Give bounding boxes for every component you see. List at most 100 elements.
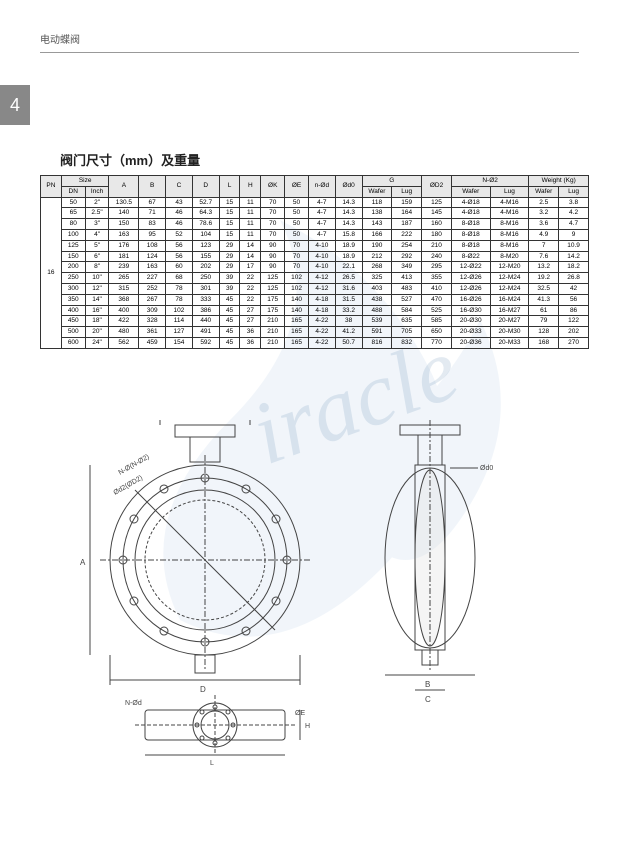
data-cell: 163 [109, 229, 139, 240]
data-cell: 250 [192, 273, 219, 284]
data-cell: 4-10 [308, 262, 335, 273]
data-cell: 20-Ø33 [451, 327, 490, 338]
data-cell: 102 [285, 283, 309, 294]
data-cell: 7 [529, 240, 559, 251]
data-cell: 52.7 [192, 197, 219, 208]
col-header: G [362, 176, 422, 187]
data-cell: 770 [422, 337, 452, 348]
data-cell: 2.5" [85, 208, 109, 219]
data-cell: 124 [139, 251, 166, 262]
data-cell: 16-Ø30 [451, 305, 490, 316]
data-cell: 584 [392, 305, 422, 316]
data-cell: 488 [362, 305, 392, 316]
data-cell: 138 [362, 208, 392, 219]
data-cell: 31.5 [335, 294, 362, 305]
data-cell: 8-Ø18 [451, 240, 490, 251]
data-cell: 50.7 [335, 337, 362, 348]
data-cell: 45 [219, 305, 240, 316]
data-cell: 15 [219, 208, 240, 219]
data-cell: 125 [261, 273, 285, 284]
data-cell: 102 [285, 273, 309, 284]
data-cell: 227 [139, 273, 166, 284]
data-cell: 349 [392, 262, 422, 273]
data-cell: 22 [240, 283, 261, 294]
data-cell: 14" [85, 294, 109, 305]
svg-text:A: A [80, 558, 86, 567]
header-category: 电动蝶阀 [40, 35, 80, 46]
data-cell: 4-Ø18 [451, 208, 490, 219]
data-cell: 315 [109, 283, 139, 294]
data-cell: 10.9 [559, 240, 589, 251]
data-cell: 600 [61, 337, 85, 348]
data-cell: 104 [192, 229, 219, 240]
data-cell: 19.2 [529, 273, 559, 284]
data-cell: 90 [261, 240, 285, 251]
data-cell: 140 [285, 294, 309, 305]
col-header: N-Ø2 [451, 176, 528, 187]
data-cell: 29 [219, 262, 240, 273]
svg-text:N-Ød: N-Ød [125, 700, 142, 707]
data-cell: 4-12 [308, 283, 335, 294]
data-cell: 43 [166, 197, 193, 208]
data-cell: 33.2 [335, 305, 362, 316]
data-cell: 525 [422, 305, 452, 316]
data-cell: 240 [422, 251, 452, 262]
data-cell: 50 [285, 197, 309, 208]
svg-text:B: B [425, 680, 430, 689]
data-cell: 459 [139, 337, 166, 348]
data-cell: 6" [85, 251, 109, 262]
data-cell: 15 [219, 197, 240, 208]
data-cell: 150 [61, 251, 85, 262]
data-cell: 3.6 [529, 219, 559, 230]
data-cell: 12" [85, 283, 109, 294]
data-cell: 11 [240, 219, 261, 230]
data-cell: 41.3 [529, 294, 559, 305]
data-cell: 16" [85, 305, 109, 316]
data-cell: 26.8 [559, 273, 589, 284]
data-cell: 64.3 [192, 208, 219, 219]
data-cell: 154 [166, 337, 193, 348]
svg-text:N-Ø(N-Ø2): N-Ø(N-Ø2) [118, 454, 151, 477]
data-cell: 10" [85, 273, 109, 284]
data-cell: 4-M16 [490, 208, 529, 219]
data-cell: 4-22 [308, 316, 335, 327]
data-cell: 163 [139, 262, 166, 273]
data-cell: 16-M24 [490, 294, 529, 305]
data-cell: 50 [285, 208, 309, 219]
data-cell: 26.5 [335, 273, 362, 284]
data-cell: 95 [139, 229, 166, 240]
data-cell: 4-12 [308, 273, 335, 284]
data-cell: 39 [219, 283, 240, 294]
data-cell: 70 [285, 262, 309, 273]
data-cell: 14.3 [335, 208, 362, 219]
data-cell: 140 [285, 305, 309, 316]
data-cell: 222 [392, 229, 422, 240]
data-cell: 4.7 [559, 219, 589, 230]
data-cell: 585 [422, 316, 452, 327]
data-cell: 145 [422, 208, 452, 219]
data-cell: 295 [422, 262, 452, 273]
data-cell: 18.2 [559, 262, 589, 273]
col-header: n-Ød [308, 176, 335, 198]
data-cell: 270 [559, 337, 589, 348]
data-cell: 591 [362, 327, 392, 338]
data-cell: 400 [109, 305, 139, 316]
data-cell: 252 [139, 283, 166, 294]
data-cell: 361 [139, 327, 166, 338]
data-cell: 8-M20 [490, 251, 529, 262]
data-cell: 22 [240, 273, 261, 284]
data-cell: 175 [261, 305, 285, 316]
data-cell: 202 [559, 327, 589, 338]
data-cell: 143 [362, 219, 392, 230]
data-cell: 29 [219, 251, 240, 262]
data-cell: 122 [559, 316, 589, 327]
data-cell: 22 [240, 294, 261, 305]
data-cell: 165 [285, 316, 309, 327]
data-cell: 70 [285, 240, 309, 251]
data-cell: 114 [166, 316, 193, 327]
data-cell: 202 [192, 262, 219, 273]
data-cell: 68 [166, 273, 193, 284]
data-cell: 16-Ø26 [451, 294, 490, 305]
data-cell: 635 [392, 316, 422, 327]
data-cell: 20-M30 [490, 327, 529, 338]
